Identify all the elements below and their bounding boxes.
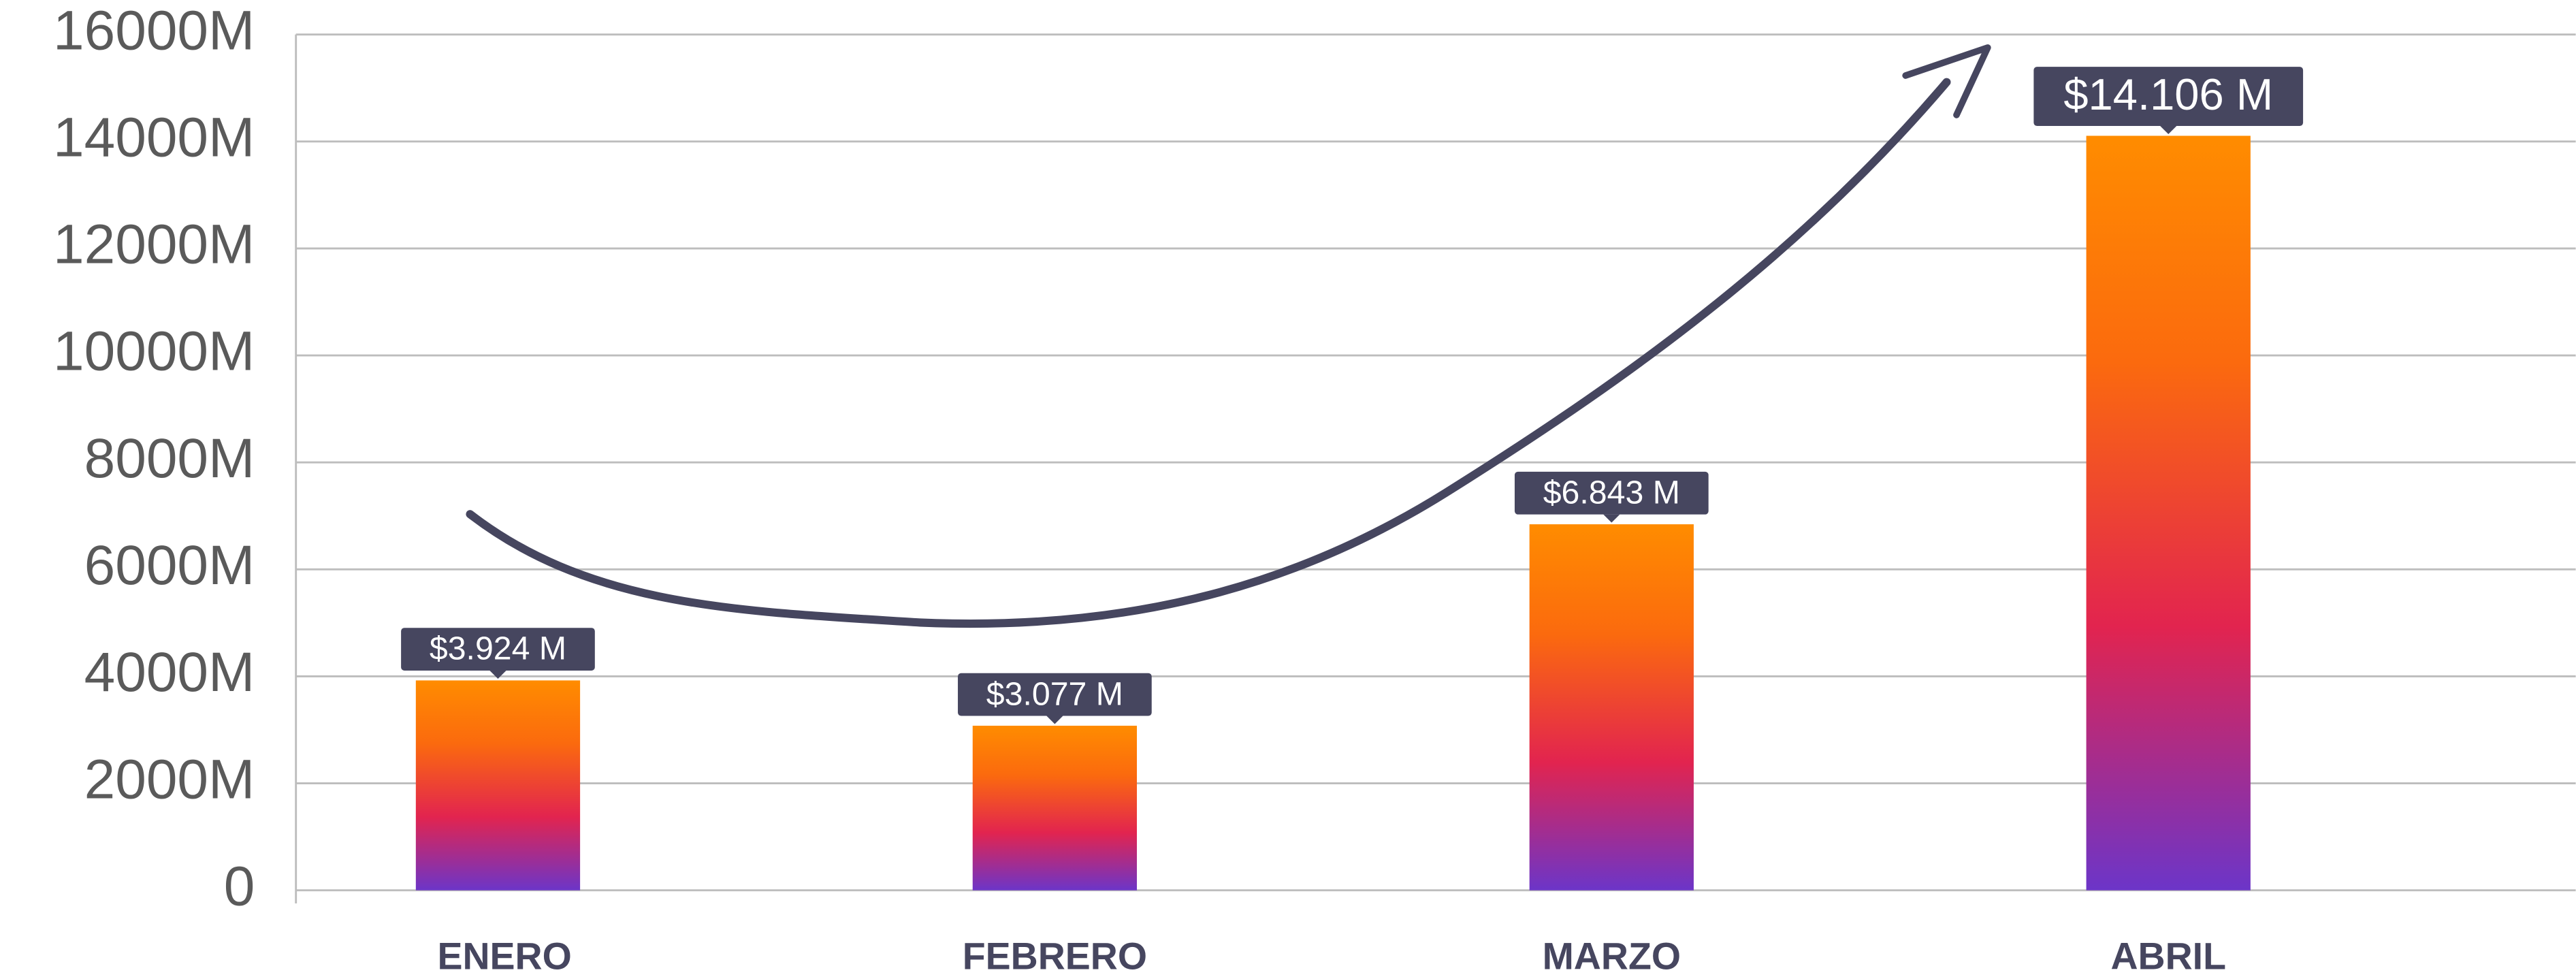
value-label: $3.077 M [986,675,1123,712]
value-label: $6.843 M [1543,474,1680,511]
bar [972,725,1138,890]
x-tick-label: MARZO [1543,935,1681,978]
value-label-pointer [1603,514,1620,523]
y-tick-label: 0 [224,855,255,917]
y-tick-label: 10000M [53,321,255,383]
x-tick-label: FEBRERO [963,935,1147,978]
value-label: $14.106 M [2063,69,2273,119]
bar [1529,524,1694,890]
x-tick-label: ENERO [437,935,571,978]
x-tick-label: ABRIL [2110,935,2226,978]
value-label-box [958,673,1152,716]
y-tick-label: 16000M [53,0,255,61]
bar [415,680,581,890]
arrow-head [1902,44,1991,118]
y-tick-label: 2000M [84,748,255,810]
value-label: $3.924 M [430,630,566,667]
trend-arrow [466,78,1951,628]
value-label-pointer [1046,716,1063,724]
y-tick-label: 12000M [53,214,255,276]
value-label-box [2033,67,2304,126]
y-tick-label: 6000M [84,534,255,596]
value-label-pointer [2160,125,2177,135]
value-label-box [1514,471,1709,515]
y-tick-label: 4000M [84,641,255,703]
value-label-box [401,628,595,671]
y-tick-label: 14000M [53,106,255,168]
value-label-pointer [489,670,506,679]
bar [2086,135,2251,890]
y-tick-label: 8000M [84,428,255,489]
